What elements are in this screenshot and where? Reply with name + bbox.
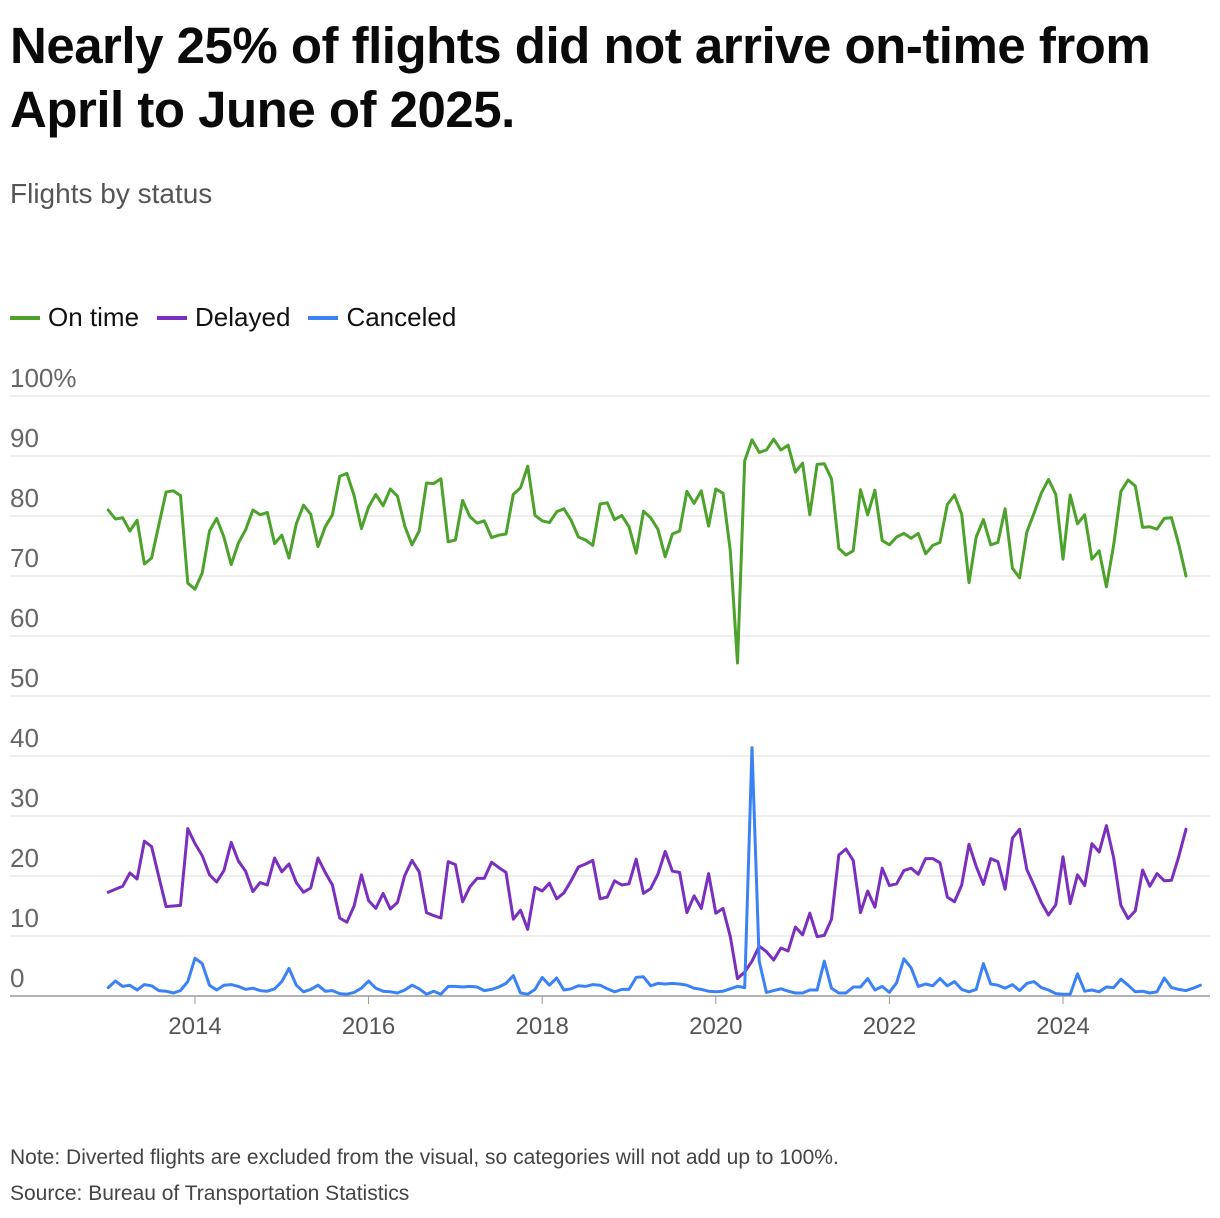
series-lines [106,437,1202,996]
chart-legend: On time Delayed Canceled [10,302,474,333]
y-tick-label: 50 [10,663,39,693]
y-tick-label: 20 [10,843,39,873]
x-tick-label: 2020 [689,1013,742,1040]
legend-swatch-delayed [157,315,188,320]
legend-label-canceled: Canceled [346,302,457,332]
x-tick-label: 2014 [168,1013,221,1040]
line-chart: 0 10 20 30 40 50 60 70 80 90 100% 2014 2016 2018 2020… [10,363,1210,1040]
y-axis-ticks: 0 10 20 30 40 50 60 70 80 90 100% [10,363,77,993]
legend-label-delayed: Delayed [195,302,291,332]
legend-item-delayed: Delayed [157,302,290,333]
x-tick-label: 2024 [1036,1013,1089,1040]
legend-item-canceled: Canceled [308,302,456,333]
x-axis-ticks: 2014 2016 2018 2020 2022 2024 [168,996,1090,1040]
legend-swatch-on-time [10,315,40,320]
y-tick-label: 10 [10,903,39,933]
y-tick-label: 90 [10,423,39,453]
y-tick-label: 30 [10,783,39,813]
gridlines [10,395,1210,997]
y-tick-label: 40 [10,723,39,753]
y-tick-label: 60 [10,603,39,633]
series-line-on-time [106,437,1188,665]
x-tick-label: 2018 [516,1013,569,1040]
series-line-canceled [106,746,1202,996]
y-tick-label: 0 [10,963,24,993]
series-line-delayed [106,824,1188,981]
x-tick-label: 2016 [342,1013,395,1040]
y-tick-label: 100% [10,363,77,393]
x-tick-label: 2022 [863,1013,916,1040]
y-tick-label: 70 [10,543,39,573]
legend-swatch-canceled [308,315,339,320]
legend-item-on-time: On time [10,302,139,333]
footnote: Note: Diverted flights are excluded from… [10,1146,839,1169]
chart-subtitle: Flights by status [10,178,213,209]
source-note: Source: Bureau of Transportation Statist… [10,1182,410,1205]
chart-title: Nearly 25% of flights did not arrive on-… [10,17,1151,138]
legend-label-on-time: On time [48,302,140,332]
y-tick-label: 80 [10,483,39,513]
chart-notes: Note: Diverted flights are excluded from… [10,1140,839,1212]
